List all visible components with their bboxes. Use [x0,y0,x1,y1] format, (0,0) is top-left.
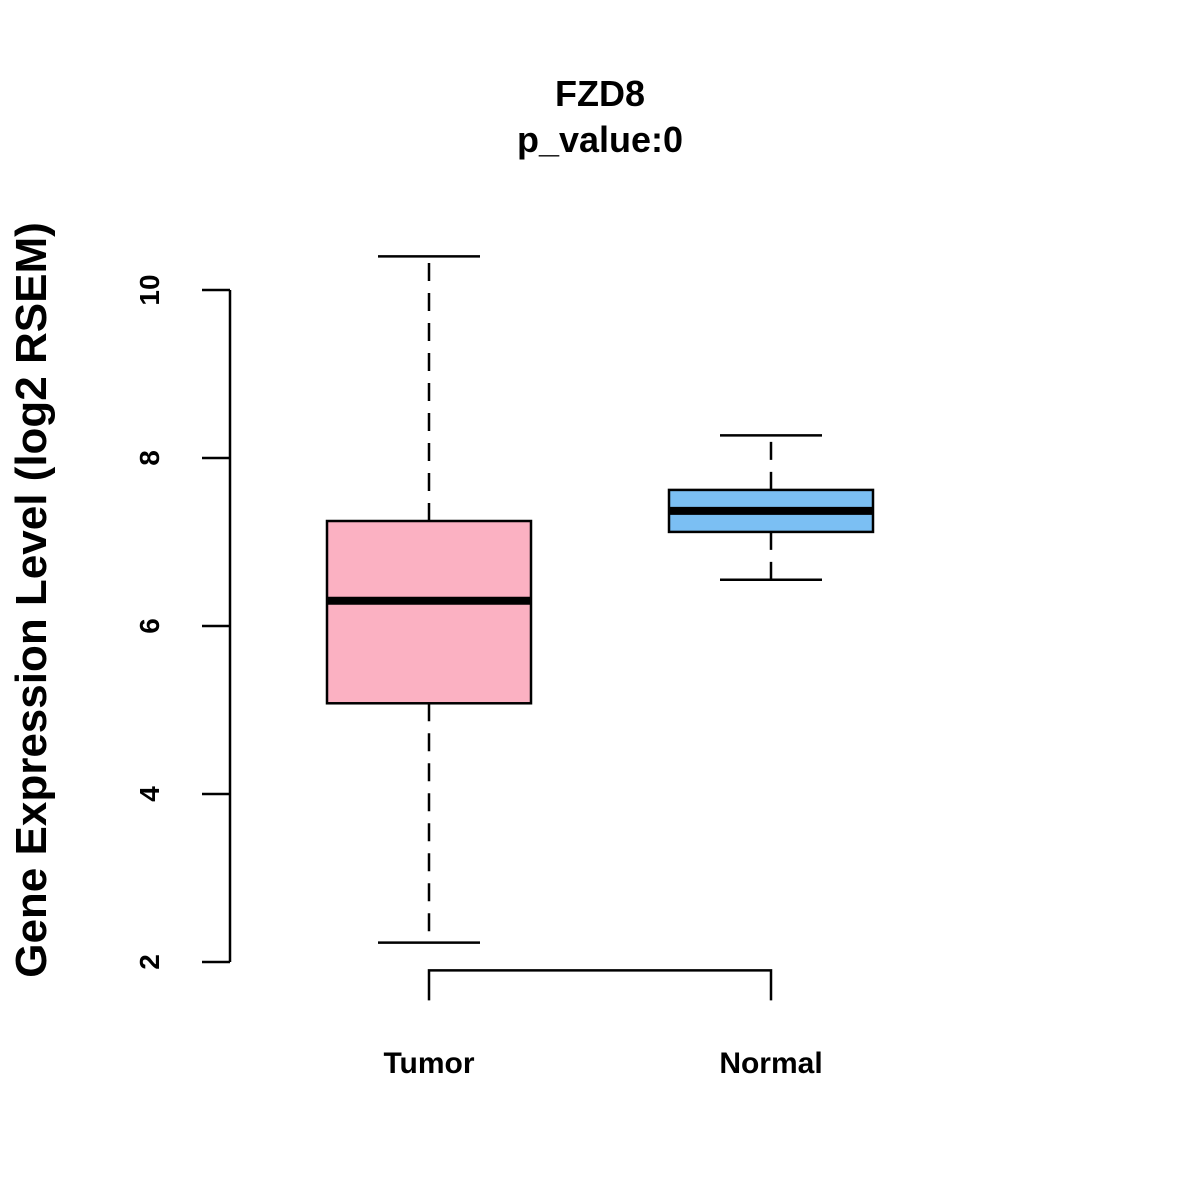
y-axis: 2 4 6 8 10 [134,274,232,970]
y-axis-label: Gene Expression Level (log2 RSEM) [7,222,56,978]
boxes-group [325,255,875,944]
y-tick-label-8: 8 [134,450,165,466]
chart-subtitle: p_value:0 [517,119,683,160]
y-tick-label-4: 4 [134,786,165,802]
y-tick-label-2: 2 [134,954,165,970]
comparison-bracket [427,969,773,1001]
tumor-box [325,519,533,705]
category-labels: Tumor Normal [383,1047,822,1080]
y-tick-label-6: 6 [134,618,165,634]
comparison-bracket-group [427,969,773,1001]
category-label-normal: Normal [719,1047,822,1080]
category-label-tumor: Tumor [383,1047,474,1080]
y-tick-label-10: 10 [134,274,165,305]
chart-title: FZD8 [555,73,645,114]
